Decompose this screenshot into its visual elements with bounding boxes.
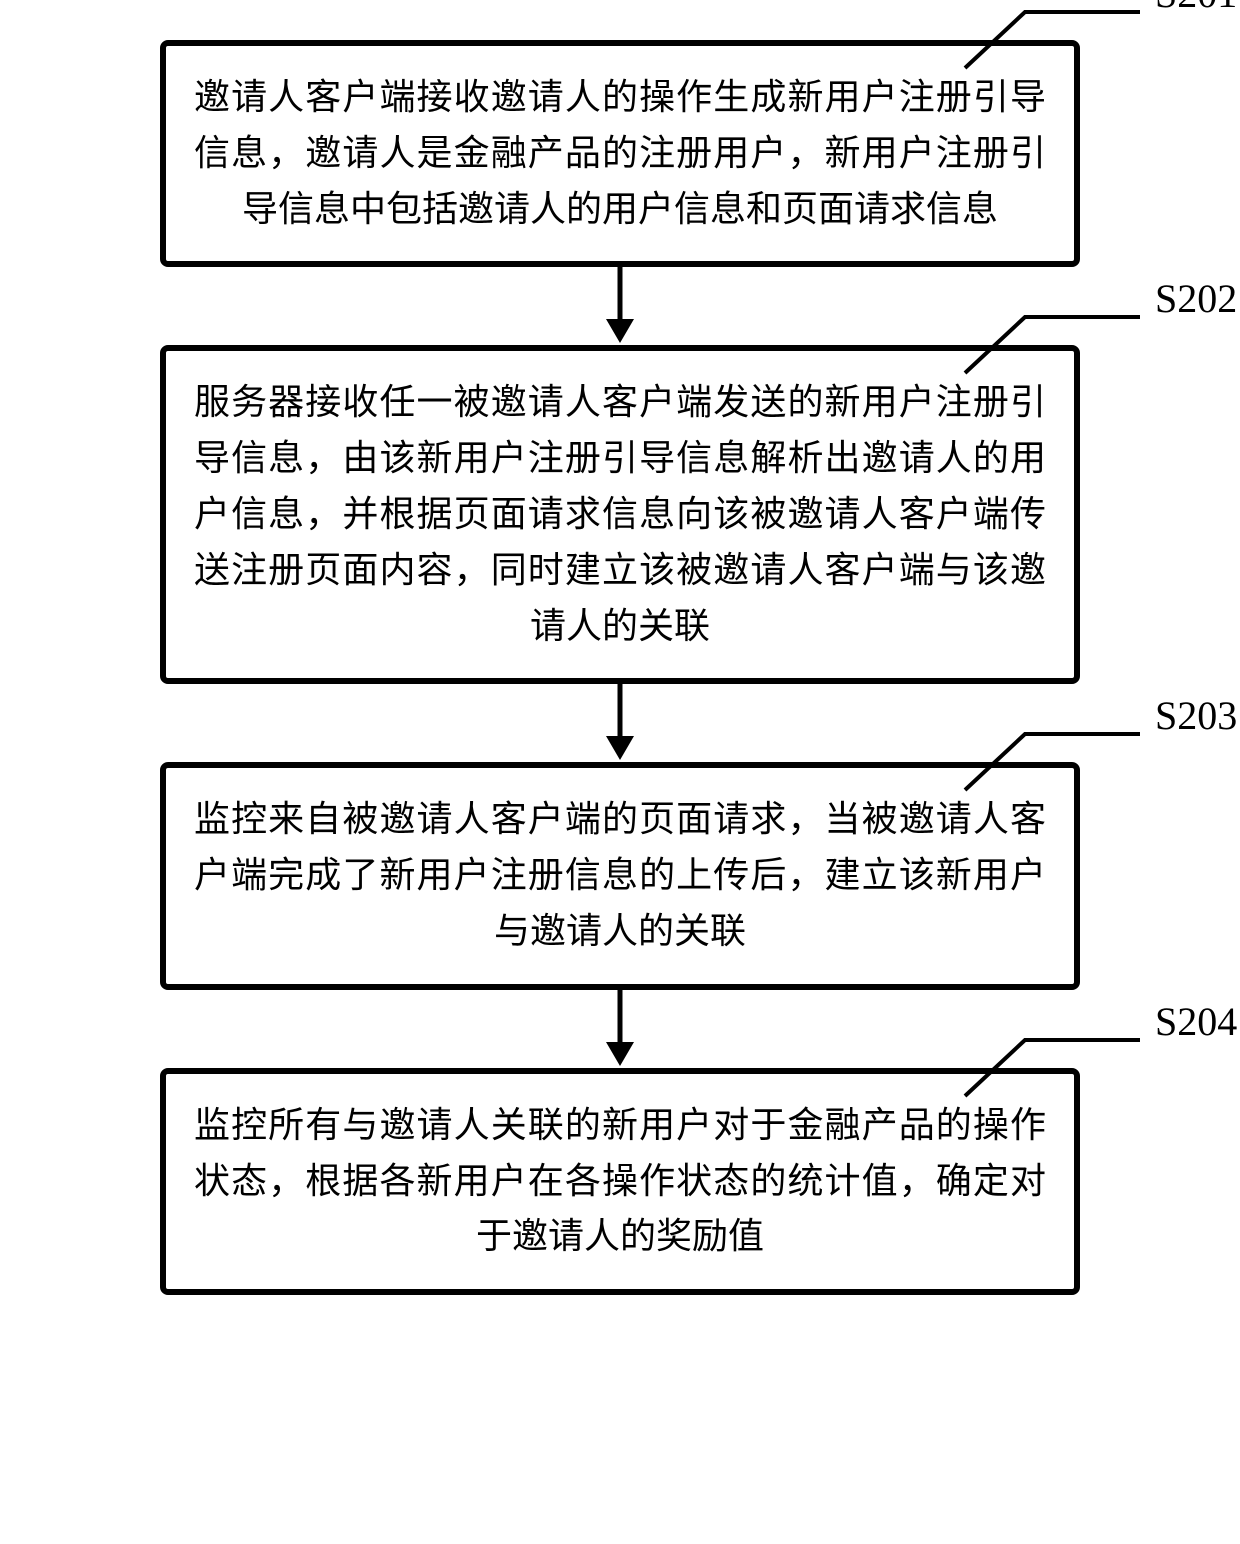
step-text-4: 监控所有与邀请人关联的新用户对于金融产品的操作状态，根据各新用户在各操作状态的统… [194,1098,1046,1265]
flowchart-container: 邀请人客户端接收邀请人的操作生成新用户注册引导信息，邀请人是金融产品的注册用户，… [60,40,1180,1295]
step-box-2: 服务器接收任一被邀请人客户端发送的新用户注册引导信息，由该新用户注册引导信息解析… [160,345,1080,684]
step-text-3: 监控来自被邀请人客户端的页面请求，当被邀请人客户端完成了新用户注册信息的上传后，… [194,792,1046,959]
arrow-wrap-1 [160,267,1080,345]
step-label-3: S203 [1155,692,1237,739]
arrow-2 [600,684,640,762]
step-label-2: S202 [1155,275,1237,322]
arrow-wrap-3 [160,990,1080,1068]
step-box-3: 监控来自被邀请人客户端的页面请求，当被邀请人客户端完成了新用户注册信息的上传后，… [160,762,1080,989]
step-wrap-4: 监控所有与邀请人关联的新用户对于金融产品的操作状态，根据各新用户在各操作状态的统… [60,1068,1180,1295]
step-label-1: S201 [1155,0,1237,17]
step-text-1: 邀请人客户端接收邀请人的操作生成新用户注册引导信息，邀请人是金融产品的注册用户，… [194,70,1046,237]
arrow-1 [600,267,640,345]
step-wrap-2: 服务器接收任一被邀请人客户端发送的新用户注册引导信息，由该新用户注册引导信息解析… [60,345,1180,684]
step-box-4: 监控所有与邀请人关联的新用户对于金融产品的操作状态，根据各新用户在各操作状态的统… [160,1068,1080,1295]
step-wrap-1: 邀请人客户端接收邀请人的操作生成新用户注册引导信息，邀请人是金融产品的注册用户，… [60,40,1180,267]
step-text-2: 服务器接收任一被邀请人客户端发送的新用户注册引导信息，由该新用户注册引导信息解析… [194,375,1046,654]
step-wrap-3: 监控来自被邀请人客户端的页面请求，当被邀请人客户端完成了新用户注册信息的上传后，… [60,762,1180,989]
step-box-1: 邀请人客户端接收邀请人的操作生成新用户注册引导信息，邀请人是金融产品的注册用户，… [160,40,1080,267]
arrow-wrap-2 [160,684,1080,762]
arrow-3 [600,990,640,1068]
step-label-4: S204 [1155,998,1237,1045]
